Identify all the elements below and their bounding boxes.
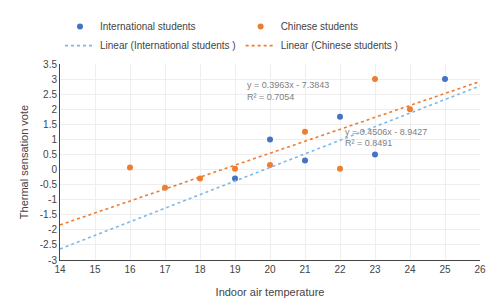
svg-text:16: 16 <box>124 264 136 275</box>
svg-text:0.5: 0.5 <box>43 149 57 160</box>
svg-text:2: 2 <box>51 104 57 115</box>
svg-text:-1: -1 <box>48 194 57 205</box>
svg-text:15: 15 <box>89 264 101 275</box>
svg-text:-0.5: -0.5 <box>40 179 58 190</box>
svg-text:-1.5: -1.5 <box>40 209 58 220</box>
svg-text:23: 23 <box>369 264 381 275</box>
svg-text:0: 0 <box>51 164 57 175</box>
svg-text:3: 3 <box>51 74 57 85</box>
svg-text:3.5: 3.5 <box>43 59 57 70</box>
svg-text:-2.5: -2.5 <box>40 239 58 250</box>
svg-text:1: 1 <box>51 134 57 145</box>
svg-text:25: 25 <box>439 264 451 275</box>
svg-text:Linear (International students: Linear (International students ) <box>100 40 236 51</box>
svg-text:26: 26 <box>474 264 486 275</box>
svg-text:-2: -2 <box>48 224 57 235</box>
svg-text:Thermal sensation vote: Thermal sensation vote <box>18 105 30 219</box>
svg-text:y = 0.4506x - 8.9427: y = 0.4506x - 8.9427 <box>345 127 427 137</box>
svg-text:14: 14 <box>54 264 66 275</box>
svg-text:2.5: 2.5 <box>43 89 57 100</box>
svg-text:24: 24 <box>404 264 416 275</box>
svg-text:Linear (Chinese students ): Linear (Chinese students ) <box>281 40 398 51</box>
svg-text:Indoor air temperature: Indoor air temperature <box>216 286 325 298</box>
svg-text:18: 18 <box>194 264 206 275</box>
svg-text:1.5: 1.5 <box>43 119 57 130</box>
svg-text:22: 22 <box>334 264 346 275</box>
svg-text:17: 17 <box>159 264 171 275</box>
svg-text:-3: -3 <box>48 255 57 266</box>
svg-text:19: 19 <box>229 264 241 275</box>
svg-text:R² = 0.7054: R² = 0.7054 <box>247 92 294 102</box>
svg-text:21: 21 <box>299 264 311 275</box>
svg-text:y = 0.3963x - 7.3843: y = 0.3963x - 7.3843 <box>247 80 329 90</box>
svg-text:R² = 0.8491: R² = 0.8491 <box>345 138 392 148</box>
svg-text:International students: International students <box>100 21 196 32</box>
svg-text:Chinese students: Chinese students <box>281 21 358 32</box>
svg-text:20: 20 <box>264 264 276 275</box>
